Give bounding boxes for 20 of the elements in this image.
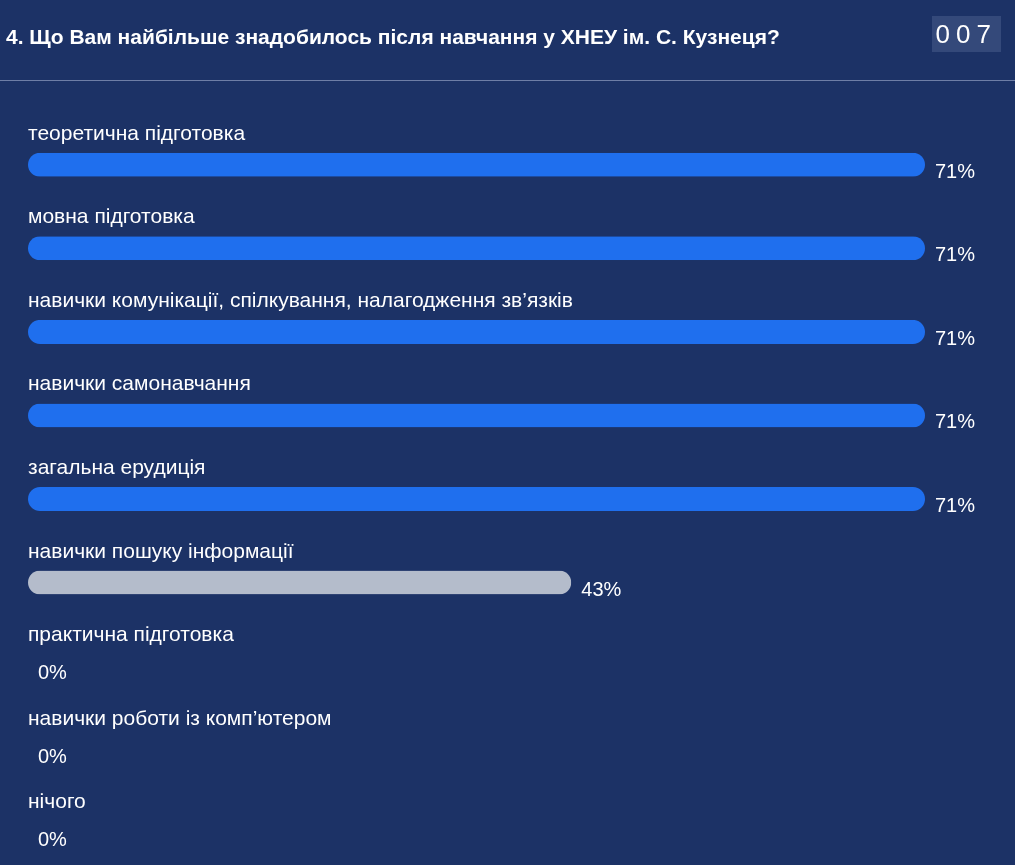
data-label: 71% — [935, 494, 976, 516]
data-label: 71% — [935, 326, 976, 349]
y-tick-label: навички роботи із комп’ютером — [28, 705, 332, 729]
y-tick-label: мовна підготовка — [28, 204, 195, 228]
data-label: 0% — [38, 828, 68, 851]
y-tick-label: навички комунікації, спілкування, налагодження зв’язків — [28, 287, 573, 311]
data-label: 71% — [935, 410, 976, 433]
y-tick-label: теоретична підготовка — [28, 120, 246, 144]
text: 007 — [931, 16, 1001, 52]
data-label: 0% — [38, 661, 68, 684]
data-label: 71% — [935, 159, 976, 182]
y-tick-label: практична підготовка — [28, 622, 235, 646]
y-tick-label: навички пошуку інформації — [28, 538, 294, 562]
y-tick-label: загальна ерудиція — [28, 455, 206, 478]
data-label: 43% — [581, 577, 622, 600]
chart-title: 4. Що Вам найбільше знадобилось після навчання у ХНЕУ ім. С. Кузнеця? — [6, 25, 780, 48]
y-tick-label: нічого — [28, 789, 86, 813]
data-label: 0% — [38, 744, 68, 767]
data-label: 71% — [935, 243, 976, 266]
y-tick-label: навички самонавчання — [28, 371, 251, 395]
